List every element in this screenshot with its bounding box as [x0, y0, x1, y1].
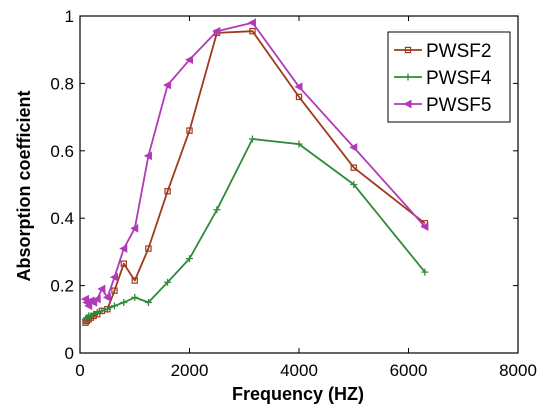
data-point — [350, 181, 358, 188]
data-point — [89, 298, 98, 307]
series-pwsf4 — [81, 135, 429, 323]
y-tick-label: 0.2 — [50, 277, 74, 296]
data-point — [212, 26, 221, 36]
x-axis-title: Frequency (HZ) — [232, 384, 364, 404]
x-tick-label: 8000 — [499, 361, 537, 380]
data-point — [421, 268, 429, 276]
data-point — [144, 298, 152, 306]
data-point — [163, 80, 172, 90]
data-point — [164, 188, 171, 195]
y-tick-label: 0.4 — [50, 209, 74, 228]
data-point — [131, 293, 139, 301]
data-point — [249, 27, 256, 35]
legend-marker — [403, 99, 412, 109]
data-point — [109, 272, 118, 282]
data-point — [247, 18, 256, 28]
data-point — [120, 260, 127, 267]
data-point — [111, 287, 118, 294]
y-tick-label: 0 — [65, 344, 74, 363]
x-tick-label: 6000 — [390, 361, 428, 380]
data-point — [131, 277, 138, 284]
legend-entry: PWSF2 — [394, 41, 491, 62]
legend-label: PWSF4 — [426, 68, 492, 89]
legend-entry: PWSF4 — [394, 68, 492, 89]
y-tick-label: 0.8 — [50, 74, 74, 93]
y-tick-label: 0.6 — [50, 142, 74, 161]
data-point — [93, 309, 101, 317]
y-axis-title: Absorption coefficient — [14, 90, 34, 281]
legend: PWSF2 PWSF4 PWSF5 — [387, 31, 511, 123]
legend-marker — [404, 46, 412, 54]
data-point — [84, 301, 93, 311]
series-pwsf5 — [80, 18, 429, 311]
data-point — [349, 143, 358, 152]
legend-label: PWSF2 — [426, 41, 491, 62]
data-point — [294, 82, 303, 92]
data-point — [110, 302, 118, 310]
data-point — [213, 206, 221, 214]
data-point — [295, 140, 303, 148]
x-tick-label: 4000 — [280, 361, 318, 380]
data-point — [295, 93, 303, 101]
data-point — [102, 293, 111, 302]
x-tick-label: 2000 — [171, 361, 209, 380]
data-point — [130, 223, 139, 233]
data-point — [145, 245, 152, 252]
data-point — [90, 310, 98, 318]
data-point — [120, 298, 128, 306]
data-point — [184, 55, 193, 65]
data-point — [97, 284, 106, 294]
data-point — [186, 127, 193, 134]
legend-marker — [404, 73, 412, 81]
x-tick-label: 0 — [75, 361, 84, 380]
data-point — [164, 278, 172, 286]
data-point — [143, 151, 152, 161]
data-point — [248, 135, 256, 143]
y-tick-label: 1 — [65, 7, 74, 26]
data-point — [103, 305, 111, 313]
data-point — [98, 307, 106, 315]
series-layer — [80, 18, 429, 326]
axes-layer: 0 2000 4000 6000 8000 0 0.2 0.4 0.6 0.8 1 — [50, 7, 537, 380]
data-point — [92, 294, 101, 304]
legend-entry: PWSF5 — [394, 95, 491, 116]
data-point — [186, 255, 193, 263]
legend-label: PWSF5 — [426, 95, 491, 116]
data-point — [119, 244, 128, 253]
data-point — [420, 222, 429, 231]
data-point — [350, 164, 357, 171]
